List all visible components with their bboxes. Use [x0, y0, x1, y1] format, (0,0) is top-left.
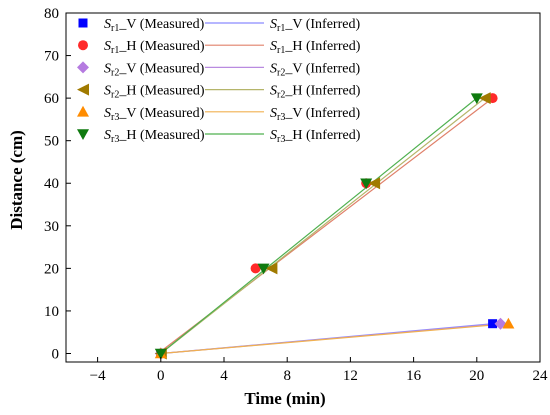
axes — [65, 12, 541, 363]
legend-label: Sr1_V (Inferred) — [270, 17, 360, 34]
legend-item: Sr3_V (Measured) — [77, 105, 205, 123]
legend-label: Sr1_H (Inferred) — [270, 39, 361, 56]
legend-item: Sr3_H (Inferred) — [205, 128, 361, 145]
legend-label: Sr3_H (Measured) — [104, 128, 205, 145]
legend-label: Sr2_V (Inferred) — [270, 61, 360, 78]
legend-item: Sr2_V (Measured) — [77, 61, 205, 78]
legend-swatch-marker — [78, 18, 88, 28]
legend-swatch-marker — [77, 129, 89, 140]
measured-markers-layer — [154, 92, 515, 360]
legend-label: Sr2_H (Inferred) — [270, 84, 361, 101]
x-axis-ticks: −4 0 4 8 12 16 20 24 — [90, 357, 548, 384]
y-tick-label: 60 — [44, 91, 59, 107]
series-line-sr2-h-inferred- — [160, 97, 486, 354]
legend-label: Sr2_V (Measured) — [104, 61, 205, 78]
legend-swatch-marker — [77, 83, 89, 96]
inferred-lines-layer — [160, 97, 509, 355]
legend-label: Sr3_V (Measured) — [104, 106, 205, 123]
legend-item: Sr2_H (Measured) — [77, 83, 205, 101]
y-tick-label: 80 — [44, 6, 59, 22]
legend-item: Sr1_H (Measured) — [78, 39, 205, 56]
legend-item: Sr3_H (Measured) — [77, 128, 205, 145]
data-point-sr3-v-measured- — [502, 317, 515, 329]
y-tick-label: 0 — [52, 346, 60, 362]
data-point-sr2-h-measured- — [478, 92, 491, 105]
legend-label: Sr3_V (Inferred) — [270, 106, 360, 123]
series-line-sr3-v-inferred- — [160, 323, 509, 355]
data-point-sr3-h-measured- — [257, 263, 270, 275]
legend-label: Sr3_H (Inferred) — [270, 128, 361, 145]
x-tick-label: 16 — [406, 368, 422, 384]
x-tick-label: −4 — [90, 368, 106, 384]
data-point-sr3-h-measured- — [154, 348, 167, 360]
x-tick-label: 12 — [343, 368, 358, 384]
legend-item: Sr3_V (Inferred) — [205, 106, 360, 123]
legend-item: Sr2_H (Inferred) — [205, 84, 361, 101]
legend-item: Sr1_V (Inferred) — [205, 17, 360, 34]
x-tick-label: 20 — [469, 368, 484, 384]
plot-frame — [65, 12, 541, 363]
y-axis-ticks: 0 10 20 30 40 50 60 70 80 — [44, 6, 71, 362]
y-tick-label: 30 — [44, 219, 59, 235]
x-tick-label: 4 — [220, 368, 228, 384]
x-tick-label: 24 — [533, 368, 549, 384]
y-tick-label: 10 — [44, 304, 59, 320]
y-tick-label: 40 — [44, 176, 59, 192]
legend-label: Sr2_H (Measured) — [104, 84, 205, 101]
legend-swatch-marker — [77, 105, 89, 117]
legend-item: Sr1_V (Measured) — [78, 17, 205, 34]
legend-label: Sr1_H (Measured) — [104, 39, 205, 56]
series-line-sr3-h-inferred- — [160, 97, 478, 354]
y-tick-label: 70 — [44, 49, 59, 65]
legend-label: Sr1_V (Measured) — [104, 17, 205, 34]
data-point-sr2-h-measured- — [368, 177, 381, 190]
legend-item: Sr1_H (Inferred) — [205, 39, 361, 56]
data-point-sr3-h-measured- — [470, 93, 483, 105]
y-axis-title: Distance (cm) — [7, 130, 26, 230]
legend: Sr1_V (Measured) Sr1_V (Inferred) Sr1_H (M… — [77, 17, 361, 145]
legend-swatch-marker — [78, 40, 88, 51]
x-tick-label: 8 — [283, 368, 291, 384]
x-axis-title: Time (min) — [244, 389, 325, 408]
data-point-sr1-v-measured- — [488, 319, 498, 329]
y-tick-label: 50 — [44, 134, 59, 150]
legend-item: Sr2_V (Inferred) — [205, 61, 360, 78]
data-point-sr3-h-measured- — [360, 178, 373, 190]
x-tick-label: 0 — [157, 368, 165, 384]
y-tick-label: 20 — [44, 261, 59, 277]
data-point-sr2-h-measured- — [265, 262, 278, 275]
data-point-sr1-h-measured- — [250, 263, 261, 274]
legend-swatch-marker — [77, 61, 89, 74]
